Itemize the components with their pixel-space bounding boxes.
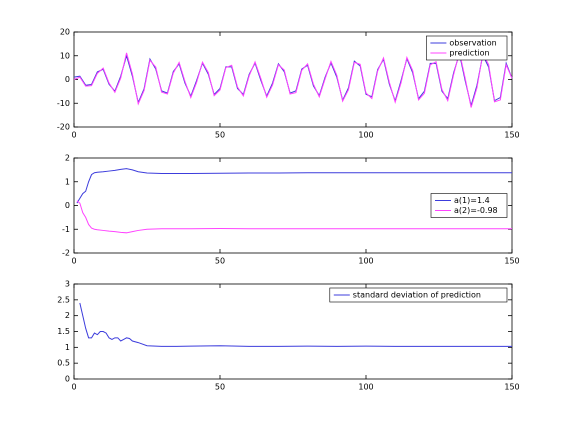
series-line: [79, 302, 512, 347]
legend-label: prediction: [449, 49, 489, 58]
series-line: [76, 168, 512, 204]
y-tick-label: 20: [60, 28, 70, 37]
y-tick-label: -2: [62, 249, 70, 258]
x-tick-label: 0: [71, 383, 76, 392]
y-tick-label: 1: [65, 343, 70, 352]
x-tick-label: 150: [504, 383, 519, 392]
x-tick-label: 0: [71, 257, 76, 266]
legend-label: observation: [449, 39, 496, 48]
y-tick-label: -20: [57, 123, 70, 132]
legend-box: [329, 287, 508, 303]
y-tick-label: 0: [65, 375, 70, 384]
series-line: [76, 200, 512, 234]
y-tick-label: 2.5: [57, 295, 70, 304]
series-line: [73, 52, 513, 108]
x-tick-label: 100: [358, 383, 373, 392]
y-tick-label: 1.5: [57, 327, 70, 336]
y-tick-label: 2: [65, 154, 70, 163]
x-tick-label: 50: [215, 383, 225, 392]
y-tick-label: 0.5: [57, 359, 70, 368]
x-tick-label: 50: [215, 131, 225, 140]
x-tick-label: 0: [71, 131, 76, 140]
y-tick-label: -10: [57, 99, 70, 108]
x-tick-label: 100: [358, 257, 373, 266]
y-tick-label: 2: [65, 311, 70, 320]
legend-box: [426, 35, 508, 61]
legend-label: a(1)=1.4: [454, 196, 490, 205]
legend-label: a(2)=-0.98: [454, 206, 498, 215]
x-tick-label: 150: [504, 257, 519, 266]
y-tick-label: 3: [65, 280, 70, 289]
y-tick-label: -1: [62, 225, 70, 234]
x-tick-label: 100: [358, 131, 373, 140]
y-tick-label: 1: [65, 177, 70, 186]
legend-label: standard deviation of prediction: [353, 291, 481, 300]
y-tick-label: 0: [65, 75, 70, 84]
y-tick-label: 10: [60, 51, 70, 60]
y-tick-label: 0: [65, 201, 70, 210]
x-tick-label: 150: [504, 131, 519, 140]
x-tick-label: 50: [215, 257, 225, 266]
legend-box: [430, 193, 508, 218]
